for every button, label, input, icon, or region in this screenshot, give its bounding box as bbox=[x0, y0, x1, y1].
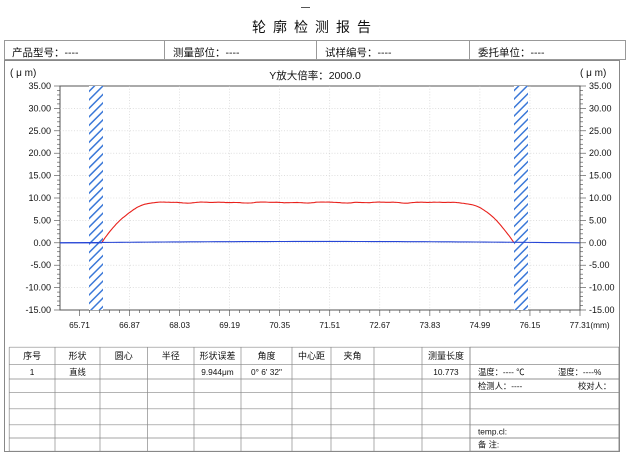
svg-text:66.87: 66.87 bbox=[119, 320, 140, 330]
svg-text:73.83: 73.83 bbox=[419, 320, 440, 330]
svg-text:0° 6' 32": 0° 6' 32" bbox=[251, 367, 282, 377]
svg-text:检测人：----: 检测人：---- bbox=[478, 381, 522, 391]
svg-text:25.00: 25.00 bbox=[589, 126, 612, 136]
svg-text:68.03: 68.03 bbox=[169, 320, 190, 330]
svg-text:30.00: 30.00 bbox=[589, 103, 612, 113]
svg-text:序号: 序号 bbox=[23, 350, 41, 361]
svg-text:15.00: 15.00 bbox=[28, 171, 51, 181]
svg-text:-10.00: -10.00 bbox=[25, 283, 51, 293]
svg-text:形状: 形状 bbox=[68, 350, 86, 361]
svg-text:0.00: 0.00 bbox=[33, 238, 51, 248]
svg-text:圆心: 圆心 bbox=[115, 351, 133, 361]
svg-text:65.71: 65.71 bbox=[69, 320, 90, 330]
svg-text:74.99: 74.99 bbox=[470, 320, 491, 330]
svg-text:10.00: 10.00 bbox=[589, 193, 612, 203]
svg-text:中心距: 中心距 bbox=[298, 350, 325, 361]
svg-text:10.773: 10.773 bbox=[433, 367, 459, 377]
svg-text:35.00: 35.00 bbox=[589, 81, 612, 91]
svg-text:半径: 半径 bbox=[162, 350, 180, 361]
svg-text:备 注:: 备 注: bbox=[478, 440, 499, 450]
svg-text:15.00: 15.00 bbox=[589, 171, 612, 181]
svg-text:5.00: 5.00 bbox=[33, 215, 51, 225]
svg-text:70.35: 70.35 bbox=[269, 320, 290, 330]
svg-text:20.00: 20.00 bbox=[589, 148, 612, 158]
svg-text:角度: 角度 bbox=[257, 350, 275, 361]
svg-text:9.944μm: 9.944μm bbox=[201, 367, 234, 377]
svg-text:测量长度: 测量长度 bbox=[428, 350, 464, 361]
svg-text:72.67: 72.67 bbox=[369, 320, 390, 330]
svg-text:-5.00: -5.00 bbox=[589, 260, 610, 270]
svg-text:71.51: 71.51 bbox=[319, 320, 340, 330]
svg-text:5.00: 5.00 bbox=[589, 215, 607, 225]
svg-text:-5.00: -5.00 bbox=[30, 260, 51, 270]
svg-text:76.15: 76.15 bbox=[520, 320, 541, 330]
svg-text:77.31: 77.31 bbox=[570, 320, 591, 330]
svg-text:30.00: 30.00 bbox=[28, 103, 51, 113]
svg-text:校对人：: 校对人： bbox=[578, 381, 611, 391]
svg-text:形状误差: 形状误差 bbox=[199, 350, 235, 361]
svg-text:10.00: 10.00 bbox=[28, 193, 51, 203]
svg-text:0.00: 0.00 bbox=[589, 238, 607, 248]
svg-text:-15.00: -15.00 bbox=[25, 305, 51, 315]
svg-text:-15.00: -15.00 bbox=[589, 305, 615, 315]
svg-text:湿度：----%: 湿度：----% bbox=[558, 367, 602, 377]
svg-text:69.19: 69.19 bbox=[219, 320, 240, 330]
svg-text:温度：---- ℃: 温度：---- ℃ bbox=[478, 367, 525, 377]
svg-text:直线: 直线 bbox=[69, 367, 86, 377]
svg-text:temp.cl:: temp.cl: bbox=[478, 426, 507, 436]
svg-text:(mm): (mm) bbox=[590, 320, 610, 330]
svg-text:20.00: 20.00 bbox=[28, 148, 51, 158]
svg-text:夹角: 夹角 bbox=[343, 350, 361, 361]
svg-text:-10.00: -10.00 bbox=[589, 283, 615, 293]
svg-text:25.00: 25.00 bbox=[28, 126, 51, 136]
svg-text:1: 1 bbox=[30, 367, 35, 377]
svg-text:35.00: 35.00 bbox=[28, 81, 51, 91]
